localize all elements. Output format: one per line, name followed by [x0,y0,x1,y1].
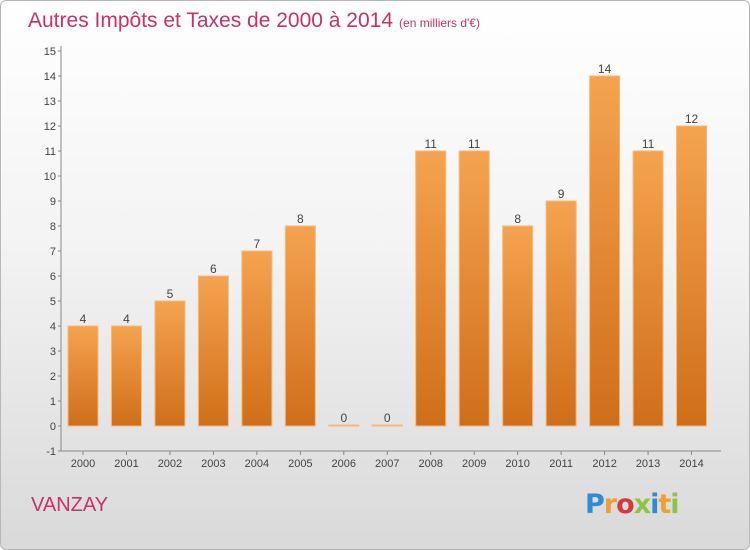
bar [415,150,447,427]
data-label: 0 [384,411,391,425]
bar [110,325,142,427]
logo-letter: o [616,489,635,520]
x-tick-label: 2010 [505,458,529,470]
data-label: 14 [598,62,612,76]
data-label: 9 [558,187,565,201]
data-label: 11 [424,137,437,151]
bar [458,150,490,427]
bar [67,325,99,427]
y-tick-label: 15 [44,46,56,58]
logo-letter: t [658,489,671,520]
x-tick-label: 2003 [201,458,225,470]
x-tick-label: 2006 [332,458,356,470]
x-tick-label: 2000 [71,458,95,470]
data-label: 12 [685,112,699,126]
logo-letter: i [670,489,679,520]
y-tick-label: 13 [44,96,56,108]
proxiti-logo: Proxiti [585,489,680,520]
data-label: 6 [210,262,217,276]
y-tick-label: 14 [44,71,56,83]
data-label: 8 [297,212,304,226]
y-tick-label: 8 [50,221,56,233]
logo-letter: i [650,489,659,520]
y-tick-label: 6 [50,271,56,283]
bar [676,125,708,427]
x-tick-label: 2004 [245,458,269,470]
bar [241,250,273,427]
y-tick-label: 9 [50,196,56,208]
x-tick-label: 2005 [288,458,312,470]
y-tick-label: 11 [45,146,56,158]
bar [502,225,534,427]
logo-letter: r [603,489,617,520]
logo-letter: x [633,489,651,520]
y-tick-label: 3 [50,346,56,358]
y-tick-label: 4 [50,321,56,333]
data-label: 7 [254,237,261,251]
y-tick-label: 12 [44,121,56,133]
x-tick-label: 2009 [462,458,486,470]
bar [328,424,360,427]
data-label: 0 [340,411,347,425]
bar [284,225,316,427]
y-tick-label: 2 [50,371,56,383]
data-label: 11 [468,137,481,151]
y-tick-label: 7 [50,246,56,258]
data-label: 5 [167,287,174,301]
commune-name: VANZAY [31,494,109,516]
bar [545,200,577,427]
bar [589,75,621,427]
x-tick-label: 2013 [636,458,660,470]
data-label: 4 [80,312,87,326]
y-tick-label: 5 [50,296,56,308]
x-tick-label: 2012 [592,458,616,470]
x-tick-label: 2007 [375,458,399,470]
x-tick-label: 2002 [158,458,182,470]
x-tick-label: 2011 [549,458,573,470]
logo-letter: P [585,489,605,520]
y-tick-label: -1 [46,446,56,458]
x-tick-label: 2008 [418,458,442,470]
y-tick-label: 1 [50,396,56,408]
y-tick-label: 10 [44,171,56,183]
bar [632,150,664,427]
data-label: 11 [642,137,655,151]
bar [197,275,229,427]
data-label: 8 [514,212,521,226]
y-tick-label: 0 [50,421,56,433]
title-unit: (en milliers d'€) [399,16,481,30]
bar [154,300,186,427]
data-label: 4 [123,312,130,326]
bar [371,424,403,427]
x-tick-label: 2001 [114,458,138,470]
chart-title: Autres Impôts et Taxes de 2000 à 2014 (en… [28,9,480,33]
title-text: Autres Impôts et Taxes de 2000 à 2014 [28,9,394,32]
x-tick-label: 2014 [679,458,703,470]
